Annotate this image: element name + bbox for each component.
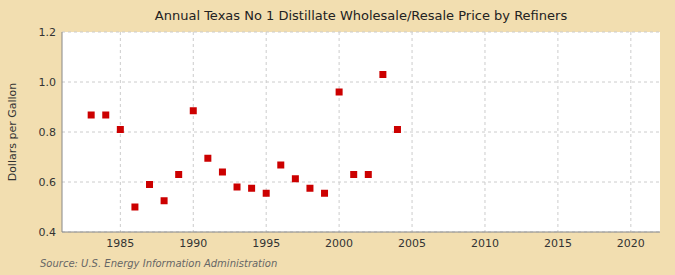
source-note: Source: U.S. Energy Information Administ… bbox=[40, 258, 277, 269]
y-tick-label: 0.4 bbox=[39, 226, 57, 239]
point bbox=[336, 89, 343, 96]
point bbox=[190, 107, 197, 114]
y-tick-label: 1.0 bbox=[39, 76, 57, 89]
x-tick-label: 2000 bbox=[325, 237, 353, 250]
x-tick-label: 2010 bbox=[471, 237, 499, 250]
title: Annual Texas No 1 Distillate Wholesale/R… bbox=[155, 8, 568, 23]
point bbox=[102, 112, 109, 119]
grid-line bbox=[62, 32, 660, 33]
x-tick-label: 2020 bbox=[617, 237, 645, 250]
point bbox=[204, 155, 211, 162]
points bbox=[88, 71, 401, 211]
point bbox=[131, 204, 138, 211]
point bbox=[379, 71, 386, 78]
chart: 0.4 0.6 0.8 1.0 1.2 1985 1990 1995 2000 2005 2010 2… bbox=[0, 0, 675, 275]
point bbox=[117, 126, 124, 133]
point bbox=[88, 112, 95, 119]
point bbox=[234, 184, 241, 191]
point bbox=[175, 171, 182, 178]
point bbox=[277, 162, 284, 169]
point bbox=[263, 190, 270, 197]
grid-line bbox=[339, 32, 340, 232]
point bbox=[394, 126, 401, 133]
grid-line bbox=[630, 32, 631, 232]
grid bbox=[62, 32, 660, 232]
grid-line bbox=[62, 232, 660, 233]
x-tick-label: 2015 bbox=[544, 237, 572, 250]
y-tick-label: 0.8 bbox=[39, 126, 57, 139]
chart-container: 0.4 0.6 0.8 1.0 1.2 1985 1990 1995 2000 2005 2010 2… bbox=[0, 0, 675, 275]
x-tick-label: 1995 bbox=[252, 237, 280, 250]
point bbox=[248, 185, 255, 192]
grid-line bbox=[62, 82, 660, 83]
grid-line bbox=[62, 132, 660, 133]
y-axis-line bbox=[62, 32, 63, 232]
y-axis-label: Dollars per Gallon bbox=[6, 83, 19, 182]
point bbox=[306, 185, 313, 192]
grid-line bbox=[193, 32, 194, 232]
y-tick-label: 0.6 bbox=[39, 176, 57, 189]
grid-line bbox=[484, 32, 485, 232]
y-tick-label: 1.2 bbox=[39, 26, 57, 39]
x-tick-label: 1990 bbox=[179, 237, 207, 250]
point bbox=[219, 169, 226, 176]
point bbox=[292, 175, 299, 182]
background bbox=[0, 0, 675, 275]
point bbox=[161, 197, 168, 204]
x-tick-label: 2005 bbox=[398, 237, 426, 250]
x-tick-label: 1985 bbox=[106, 237, 134, 250]
point bbox=[350, 171, 357, 178]
axes: 0.4 0.6 0.8 1.0 1.2 1985 1990 1995 2000 2005 2010 2… bbox=[39, 26, 661, 250]
grid-line bbox=[266, 32, 267, 232]
grid-line bbox=[557, 32, 558, 232]
point bbox=[365, 171, 372, 178]
x-axis-line bbox=[62, 232, 660, 233]
point bbox=[321, 190, 328, 197]
point bbox=[146, 181, 153, 188]
plot-background bbox=[62, 32, 660, 232]
grid-line bbox=[412, 32, 413, 232]
